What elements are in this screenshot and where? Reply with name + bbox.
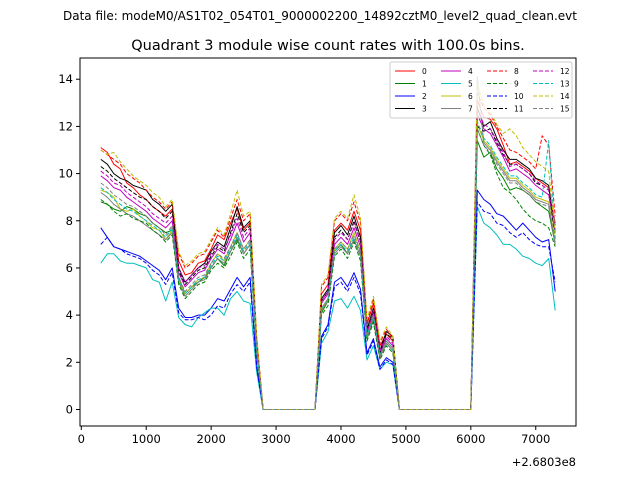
plot-frame [79,57,577,427]
legend-label-0: 0 [422,67,427,76]
series-line-5 [100,206,556,410]
series-line-8 [100,92,556,410]
x-tick-label: 0 [78,432,85,446]
y-tick-label: 14 [58,72,73,86]
legend-label-14: 14 [560,92,570,101]
series-layer [100,76,556,410]
series-line-6 [100,123,556,410]
series-line-3 [100,107,556,410]
series-line-4 [100,114,556,410]
y-tick-label: 8 [66,214,73,228]
legend-box [389,61,573,119]
legend-label-15: 15 [560,105,570,114]
x-offset-label: +2.6803e8 [512,455,576,469]
series-line-13 [100,121,556,410]
x-tick-label: 3000 [261,432,290,446]
series-line-15 [100,128,556,410]
y-tick-label: 12 [58,119,73,133]
legend-label-8: 8 [514,67,519,76]
series-line-9 [100,128,556,410]
y-tick-label: 4 [66,308,73,322]
series-line-14 [100,83,556,410]
legend-label-11: 11 [514,105,524,114]
legend-label-13: 13 [560,80,570,89]
legend-label-3: 3 [422,105,427,114]
legend-label-4: 4 [468,67,473,76]
legend-label-7: 7 [468,105,473,114]
x-tick-label: 5000 [391,432,420,446]
legend-label-10: 10 [514,92,524,101]
x-tick-label: 6000 [456,432,485,446]
x-tick-label: 2000 [197,432,226,446]
y-tick-label: 6 [66,261,73,275]
legend-label-1: 1 [422,80,427,89]
legend-label-12: 12 [560,67,570,76]
chart-title: Quadrant 3 module wise count rates with … [131,38,525,54]
x-tick-label: 4000 [326,432,355,446]
y-tick-label: 2 [66,355,73,369]
y-tick-label: 0 [66,402,73,416]
legend-label-5: 5 [468,80,473,89]
legend-label-6: 6 [468,92,473,101]
legend-label-9: 9 [514,80,519,89]
x-tick-label: 1000 [132,432,161,446]
series-line-11 [100,125,556,410]
chart-suptitle: Data file: modeM0/AS1T02_054T01_90000022… [63,9,577,23]
x-tick-label: 7000 [521,432,550,446]
legend-label-2: 2 [422,92,427,101]
y-tick-label: 10 [58,167,73,181]
series-line-10 [100,201,556,410]
